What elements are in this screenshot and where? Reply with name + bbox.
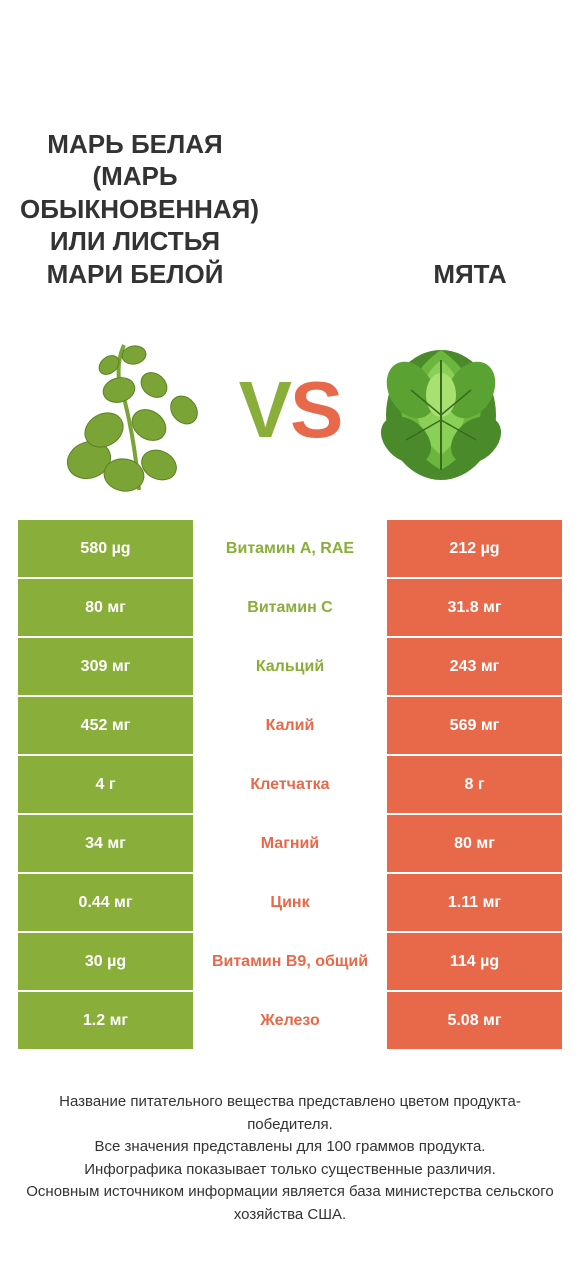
nutrient-label: Магний — [193, 815, 387, 872]
table-row: 34 мгМагний80 мг — [18, 815, 562, 872]
table-row: 30 µgВитамин B9, общий114 µg — [18, 933, 562, 990]
table-row: 1.2 мгЖелезо5.08 мг — [18, 992, 562, 1049]
right-value: 569 мг — [387, 697, 562, 754]
nutrient-label: Витамин B9, общий — [193, 933, 387, 990]
nutrient-label: Цинк — [193, 874, 387, 931]
vs-row: VS — [0, 300, 580, 520]
right-value: 243 мг — [387, 638, 562, 695]
right-product-title: МЯТА — [380, 258, 560, 291]
nutrient-label: Витамин C — [193, 579, 387, 636]
comparison-table: 580 µgВитамин A, RAE212 µg80 мгВитамин C… — [0, 520, 580, 1049]
table-row: 309 мгКальций243 мг — [18, 638, 562, 695]
left-value: 80 мг — [18, 579, 193, 636]
footer-line: Основным источником информации является … — [20, 1181, 560, 1226]
right-value: 80 мг — [387, 815, 562, 872]
right-value: 114 µg — [387, 933, 562, 990]
left-product-title: МАРЬ БЕЛАЯ (МАРЬ ОБЫКНОВЕННАЯ) ИЛИ ЛИСТЬ… — [20, 128, 250, 291]
vs-s: S — [290, 365, 341, 454]
nutrient-label: Клетчатка — [193, 756, 387, 813]
nutrient-label: Железо — [193, 992, 387, 1049]
nutrient-label: Калий — [193, 697, 387, 754]
footer-notes: Название питательного вещества представл… — [0, 1051, 580, 1246]
right-value: 8 г — [387, 756, 562, 813]
left-value: 4 г — [18, 756, 193, 813]
left-value: 30 µg — [18, 933, 193, 990]
right-value: 212 µg — [387, 520, 562, 577]
left-value: 309 мг — [18, 638, 193, 695]
left-value: 1.2 мг — [18, 992, 193, 1049]
right-value: 1.11 мг — [387, 874, 562, 931]
right-value: 5.08 мг — [387, 992, 562, 1049]
table-row: 580 µgВитамин A, RAE212 µg — [18, 520, 562, 577]
table-row: 452 мгКалий569 мг — [18, 697, 562, 754]
nutrient-label: Витамин A, RAE — [193, 520, 387, 577]
left-value: 580 µg — [18, 520, 193, 577]
left-plant-image — [49, 320, 229, 500]
table-row: 0.44 мгЦинк1.11 мг — [18, 874, 562, 931]
left-value: 0.44 мг — [18, 874, 193, 931]
table-row: 4 гКлетчатка8 г — [18, 756, 562, 813]
vs-v: V — [239, 365, 290, 454]
left-value: 34 мг — [18, 815, 193, 872]
nutrient-label: Кальций — [193, 638, 387, 695]
table-row: 80 мгВитамин C31.8 мг — [18, 579, 562, 636]
left-value: 452 мг — [18, 697, 193, 754]
header: МАРЬ БЕЛАЯ (МАРЬ ОБЫКНОВЕННАЯ) ИЛИ ЛИСТЬ… — [0, 0, 580, 300]
footer-line: Все значения представлены для 100 граммо… — [20, 1136, 560, 1159]
footer-line: Инфографика показывает только существенн… — [20, 1159, 560, 1182]
vs-label: VS — [239, 364, 342, 456]
right-plant-image — [351, 320, 531, 500]
right-value: 31.8 мг — [387, 579, 562, 636]
footer-line: Название питательного вещества представл… — [20, 1091, 560, 1136]
